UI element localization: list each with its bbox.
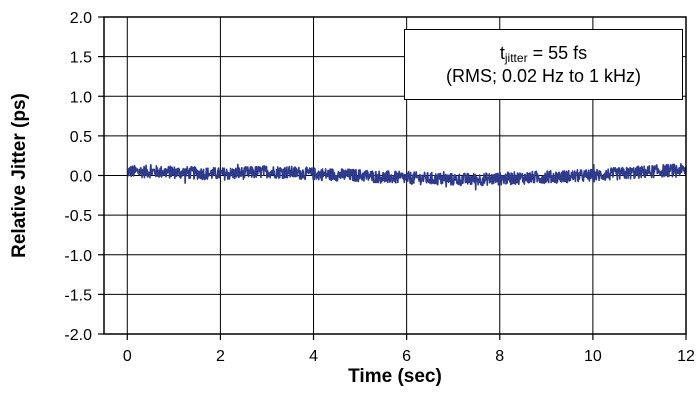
annotation-line-1: tjitter = 55 fs [500, 42, 587, 65]
y-tick-label: -1.5 [64, 287, 92, 304]
x-axis-title: Time (sec) [348, 366, 442, 387]
annotation-t: t [499, 42, 505, 63]
annotation-value: = 55 fs [527, 42, 588, 63]
series-group [126, 162, 687, 191]
jitter-annotation-box: tjitter = 55 fs (RMS; 0.02 Hz to 1 kHz) [404, 29, 683, 100]
y-tick-label: 0.0 [70, 169, 92, 186]
x-tick-label: 0 [123, 348, 132, 365]
y-tick-label: -0.5 [64, 208, 92, 225]
y-tick-label: 0.5 [70, 129, 92, 146]
y-tick-label: 2.0 [70, 10, 92, 27]
x-tick-label: 2 [216, 348, 225, 365]
y-tick-label: -1.0 [64, 248, 92, 265]
x-tick-label: 6 [402, 348, 411, 365]
y-axis-title: Relative Jitter (ps) [9, 93, 30, 258]
x-tick-label: 4 [309, 348, 318, 365]
y-tick-label: -2.0 [64, 327, 92, 344]
y-tick-label: 1.5 [70, 50, 92, 67]
x-tick-label: 12 [677, 348, 695, 365]
y-tick-label: 1.0 [70, 89, 92, 106]
annotation-line-2: (RMS; 0.02 Hz to 1 kHz) [445, 65, 642, 86]
x-axis-ticks: 0 2 4 6 8 10 12 [123, 334, 695, 365]
x-tick-label: 10 [584, 348, 602, 365]
jitter-series-line [126, 162, 687, 191]
x-tick-label: 8 [495, 348, 504, 365]
y-axis-ticks: 2.0 1.5 1.0 0.5 0.0 -0.5 -1.0 -1.5 -2.0 [64, 10, 104, 344]
annotation-subscript: jitter [504, 50, 528, 65]
